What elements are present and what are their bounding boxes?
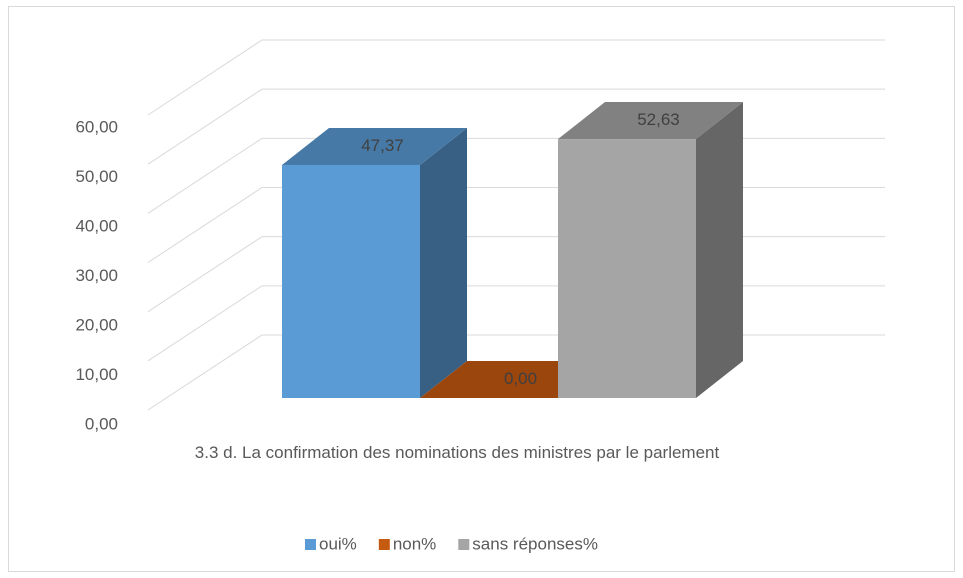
- x-category-label: 3.3 d. La confirmation des nominations d…: [194, 443, 720, 462]
- bar: [282, 164, 420, 398]
- bar-top: [282, 127, 467, 165]
- data-label: 52,63: [637, 110, 680, 129]
- data-label: 0,00: [504, 369, 537, 388]
- y-tick-label: 30,00: [75, 266, 118, 285]
- y-tick-label: 10,00: [75, 365, 118, 384]
- category-label-box: 3.3 d. La confirmation des nominations d…: [194, 443, 720, 462]
- legend-label: oui%: [319, 534, 357, 553]
- chart-frame: [8, 6, 955, 572]
- legend-label: non%: [393, 534, 436, 553]
- bar: [558, 139, 696, 398]
- grid-line: [147, 88, 885, 165]
- y-tick-label: 0,00: [85, 414, 118, 433]
- legend-swatch: [305, 539, 316, 550]
- y-tick-label: 40,00: [75, 216, 118, 235]
- bar-side: [420, 127, 467, 398]
- legend-label: sans réponses%: [472, 534, 598, 553]
- grid-line: [147, 39, 885, 116]
- bar-side: [696, 102, 743, 399]
- legend-swatch: [378, 539, 390, 550]
- data-label: 47,37: [361, 136, 404, 155]
- y-tick-label: 50,00: [75, 167, 118, 186]
- bar-top: [558, 102, 743, 140]
- y-tick-label: 20,00: [75, 315, 118, 334]
- legend-swatch: [458, 539, 470, 550]
- y-tick-label: 60,00: [75, 117, 118, 136]
